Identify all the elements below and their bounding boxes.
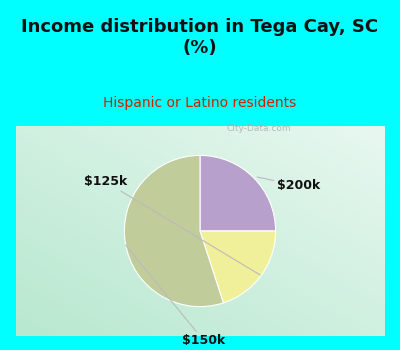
Text: $125k: $125k [84, 175, 260, 275]
Text: City-Data.com: City-Data.com [226, 124, 291, 133]
Text: Hispanic or Latino residents: Hispanic or Latino residents [103, 96, 297, 110]
Text: $150k: $150k [126, 245, 226, 347]
Wedge shape [200, 231, 276, 303]
Text: Income distribution in Tega Cay, SC
(%): Income distribution in Tega Cay, SC (%) [22, 19, 378, 57]
Wedge shape [200, 155, 276, 231]
Wedge shape [124, 155, 223, 307]
Text: $200k: $200k [257, 177, 320, 192]
